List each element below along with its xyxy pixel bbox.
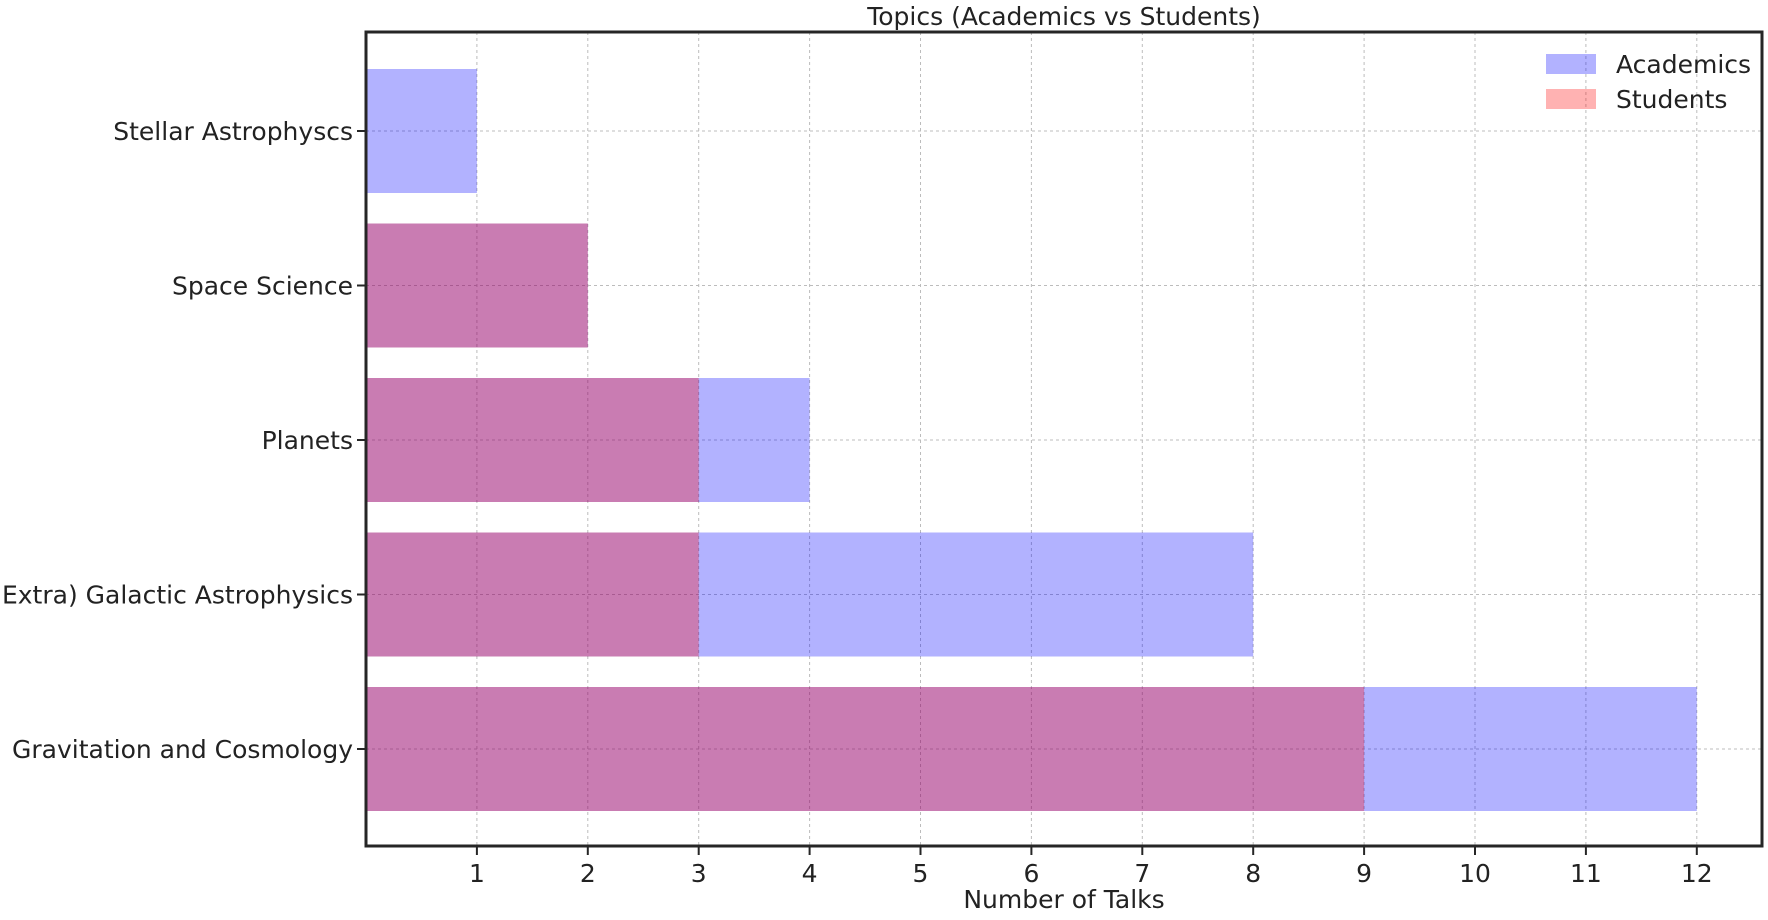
- x-tick-label-12: 12: [1681, 859, 1713, 888]
- bar-students-2: [366, 378, 699, 502]
- legend-swatch-students: [1546, 89, 1596, 109]
- x-tick-label-10: 10: [1459, 859, 1491, 888]
- legend-swatch-academics: [1546, 54, 1596, 74]
- x-tick-label-1: 1: [469, 859, 485, 888]
- x-tick-label-3: 3: [691, 859, 707, 888]
- bar-students-3: [366, 223, 588, 348]
- x-ticks: 1 2 3 4 5 6 7 8 9 10 11 12: [469, 846, 1713, 888]
- bar-students-1: [366, 532, 699, 657]
- x-tick-label-6: 6: [1023, 859, 1039, 888]
- legend-label-academics: Academics: [1616, 50, 1751, 79]
- x-tick-label-5: 5: [913, 859, 929, 888]
- bar-academics-4: [366, 69, 477, 193]
- y-tick-label-4: Stellar Astrophyscs: [113, 117, 353, 146]
- bar-academics-2: [366, 378, 810, 502]
- y-tick-label-0: Gravitation and Cosmology: [12, 735, 353, 764]
- bar-students-0: [366, 687, 1365, 811]
- y-tick-label-1: (Extra) Galactic Astrophysics: [0, 581, 353, 610]
- x-axis-label: Number of Talks: [963, 885, 1164, 914]
- y-tick-label-3: Space Science: [172, 272, 353, 301]
- x-tick-label-4: 4: [802, 859, 818, 888]
- y-tick-label-2: Planets: [262, 426, 353, 455]
- bar-academics-1: [366, 532, 1254, 657]
- x-tick-label-2: 2: [580, 859, 596, 888]
- chart-title: Topics (Academics vs Students): [866, 2, 1261, 31]
- bars: [366, 69, 1697, 811]
- x-tick-label-8: 8: [1245, 859, 1261, 888]
- legend-label-students: Students: [1616, 85, 1727, 114]
- bar-academics-3: [366, 223, 588, 348]
- x-tick-label-9: 9: [1356, 859, 1372, 888]
- x-tick-label-7: 7: [1134, 859, 1150, 888]
- bar-academics-0: [366, 687, 1697, 811]
- x-tick-label-11: 11: [1570, 859, 1602, 888]
- grid-lines: [366, 32, 1762, 846]
- y-ticks: Gravitation and Cosmology (Extra) Galacti…: [0, 117, 366, 764]
- legend: Academics Students: [1546, 50, 1751, 114]
